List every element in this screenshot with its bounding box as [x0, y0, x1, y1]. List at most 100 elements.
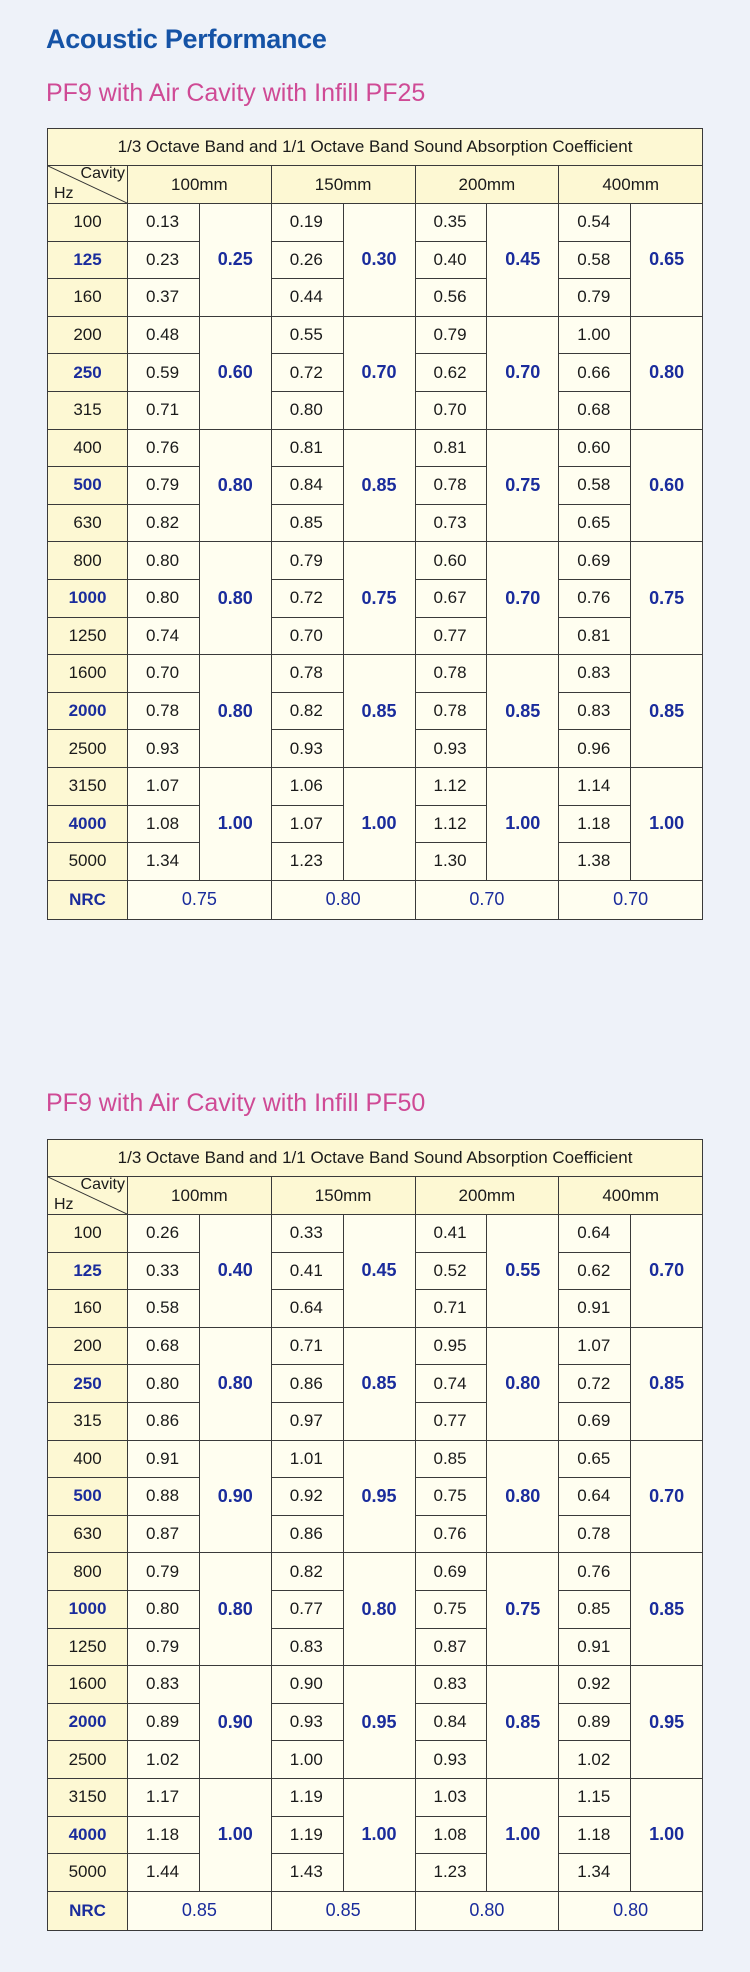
frequency-cell: 2000 [47, 691, 128, 731]
octave-value: 0.70 [486, 541, 560, 656]
table-row: 500 0.79 0.84 0.78 0.58 [47, 466, 703, 505]
frequency-cell: 400 [47, 1439, 128, 1479]
absorption-table-pf50: 1/3 Octave Band and 1/1 Octave Band Soun… [46, 1139, 704, 1931]
third-octave-value: 0.55 [270, 315, 344, 355]
octave-value: 0.80 [342, 1552, 416, 1667]
third-octave-value: 0.70 [270, 616, 344, 656]
third-octave-value: 0.79 [558, 278, 632, 317]
frequency-cell: 3150 [47, 766, 128, 806]
frequency-cell: 2500 [47, 729, 128, 768]
third-octave-value: 1.18 [558, 1815, 632, 1855]
octave-value: 1.00 [342, 766, 416, 881]
third-octave-value: 1.18 [558, 804, 632, 844]
third-octave-value: 0.75 [414, 1589, 488, 1629]
third-octave-value: 0.64 [558, 1477, 632, 1516]
third-octave-value: 0.83 [558, 654, 632, 693]
frequency-cell: 1600 [47, 654, 128, 693]
third-octave-value: 0.80 [127, 1364, 200, 1403]
third-octave-value: 1.02 [558, 1740, 632, 1779]
third-octave-value: 0.93 [270, 729, 344, 768]
third-octave-value: 1.30 [414, 842, 488, 881]
table-row: 3150 1.17 1.00 1.19 1.00 1.03 1.00 1.15 1.00 [47, 1777, 704, 1892]
third-octave-value: 0.58 [558, 240, 632, 280]
third-octave-value: 0.19 [270, 203, 344, 242]
third-octave-value: 1.34 [558, 1853, 632, 1892]
third-octave-value: 0.93 [270, 1702, 344, 1742]
table-row: 1600 0.70 0.80 0.78 0.85 0.78 0.85 0.83 0.85 [47, 654, 704, 768]
third-octave-value: 0.91 [558, 1627, 632, 1667]
third-octave-value: 0.85 [270, 503, 344, 543]
caption-row: 1/3 Octave Band and 1/1 Octave Band Soun… [46, 1139, 704, 1177]
table-row: 1600 0.83 0.90 0.90 0.95 0.83 0.85 0.92 0.95 [47, 1665, 704, 1779]
frequency-cell: 160 [47, 278, 128, 317]
third-octave-value: 0.88 [127, 1477, 200, 1516]
third-octave-value: 0.78 [558, 1514, 632, 1554]
third-octave-value: 0.72 [270, 353, 344, 392]
third-octave-value: 1.12 [414, 766, 488, 806]
octave-value: 0.90 [198, 1439, 272, 1554]
third-octave-value: 0.84 [270, 466, 344, 505]
third-octave-value: 0.86 [270, 1514, 344, 1554]
octave-value: 1.00 [342, 1777, 416, 1892]
nrc-value: 0.75 [127, 879, 272, 920]
section-title-pf25: PF9 with Air Cavity with Infill PF25 [46, 79, 426, 107]
third-octave-value: 0.58 [127, 1289, 200, 1328]
third-octave-value: 0.83 [270, 1627, 344, 1667]
third-octave-value: 1.01 [270, 1439, 344, 1479]
third-octave-value: 0.60 [414, 541, 488, 580]
third-octave-value: 0.59 [127, 353, 200, 392]
octave-value: 0.85 [486, 654, 560, 768]
octave-value: 0.80 [630, 315, 704, 430]
table-row: 500 0.88 0.92 0.75 0.64 [47, 1477, 703, 1516]
octave-value: 0.45 [342, 1214, 416, 1328]
third-octave-value: 0.87 [127, 1514, 200, 1554]
third-octave-value: 0.77 [414, 616, 488, 656]
header-row: Cavity Hz 100mm 150mm 200mm 400mm [47, 1176, 704, 1215]
third-octave-value: 1.18 [127, 1815, 200, 1855]
third-octave-value: 0.13 [127, 203, 200, 242]
nrc-value: 0.80 [558, 1890, 704, 1931]
third-octave-value: 0.89 [127, 1702, 200, 1742]
table-row: 400 0.76 0.80 0.81 0.85 0.81 0.75 0.60 0.60 [47, 428, 704, 543]
octave-value: 0.80 [486, 1439, 560, 1554]
octave-value: 1.00 [486, 766, 560, 881]
third-octave-value: 0.84 [414, 1702, 488, 1742]
third-octave-value: 0.79 [414, 315, 488, 355]
third-octave-value: 0.80 [270, 390, 344, 430]
table-row: 800 0.79 0.80 0.82 0.80 0.69 0.75 0.76 0.85 [47, 1552, 704, 1667]
third-octave-value: 0.26 [127, 1214, 200, 1253]
third-octave-value: 1.08 [414, 1815, 488, 1855]
absorption-table-pf25: 1/3 Octave Band and 1/1 Octave Band Soun… [46, 128, 704, 920]
third-octave-value: 0.62 [558, 1251, 632, 1291]
third-octave-value: 0.66 [558, 353, 632, 392]
third-octave-value: 0.76 [558, 578, 632, 618]
table-row: 3150 1.07 1.00 1.06 1.00 1.12 1.00 1.14 1.00 [47, 766, 704, 881]
third-octave-value: 0.60 [558, 428, 632, 468]
third-octave-value: 0.69 [558, 541, 632, 580]
third-octave-value: 1.43 [270, 1853, 344, 1892]
third-octave-value: 0.69 [558, 1401, 632, 1441]
octave-value: 0.25 [198, 203, 272, 317]
third-octave-value: 0.81 [414, 428, 488, 468]
frequency-cell: 200 [47, 1326, 128, 1366]
corner-cell: Cavity Hz [47, 165, 128, 204]
third-octave-value: 1.03 [414, 1777, 488, 1817]
third-octave-value: 0.65 [558, 503, 632, 543]
third-octave-value: 1.23 [270, 842, 344, 881]
frequency-cell: 500 [47, 466, 128, 505]
third-octave-value: 0.81 [558, 616, 632, 656]
third-octave-value: 1.38 [558, 842, 632, 881]
third-octave-value: 0.33 [127, 1251, 200, 1291]
third-octave-value: 0.78 [270, 654, 344, 693]
nrc-row: NRC 0.75 0.80 0.70 0.70 [47, 879, 704, 920]
frequency-cell: 125 [47, 240, 128, 280]
cavity-header: 100mm [127, 165, 272, 204]
octave-value: 0.80 [198, 541, 272, 656]
third-octave-value: 0.78 [414, 691, 488, 731]
octave-value: 0.30 [342, 203, 416, 317]
frequency-cell: 400 [47, 428, 128, 468]
frequency-cell: 160 [47, 1289, 128, 1328]
octave-value: 0.80 [198, 654, 272, 768]
frequency-cell: 500 [47, 1477, 128, 1516]
third-octave-value: 0.64 [558, 1214, 632, 1253]
